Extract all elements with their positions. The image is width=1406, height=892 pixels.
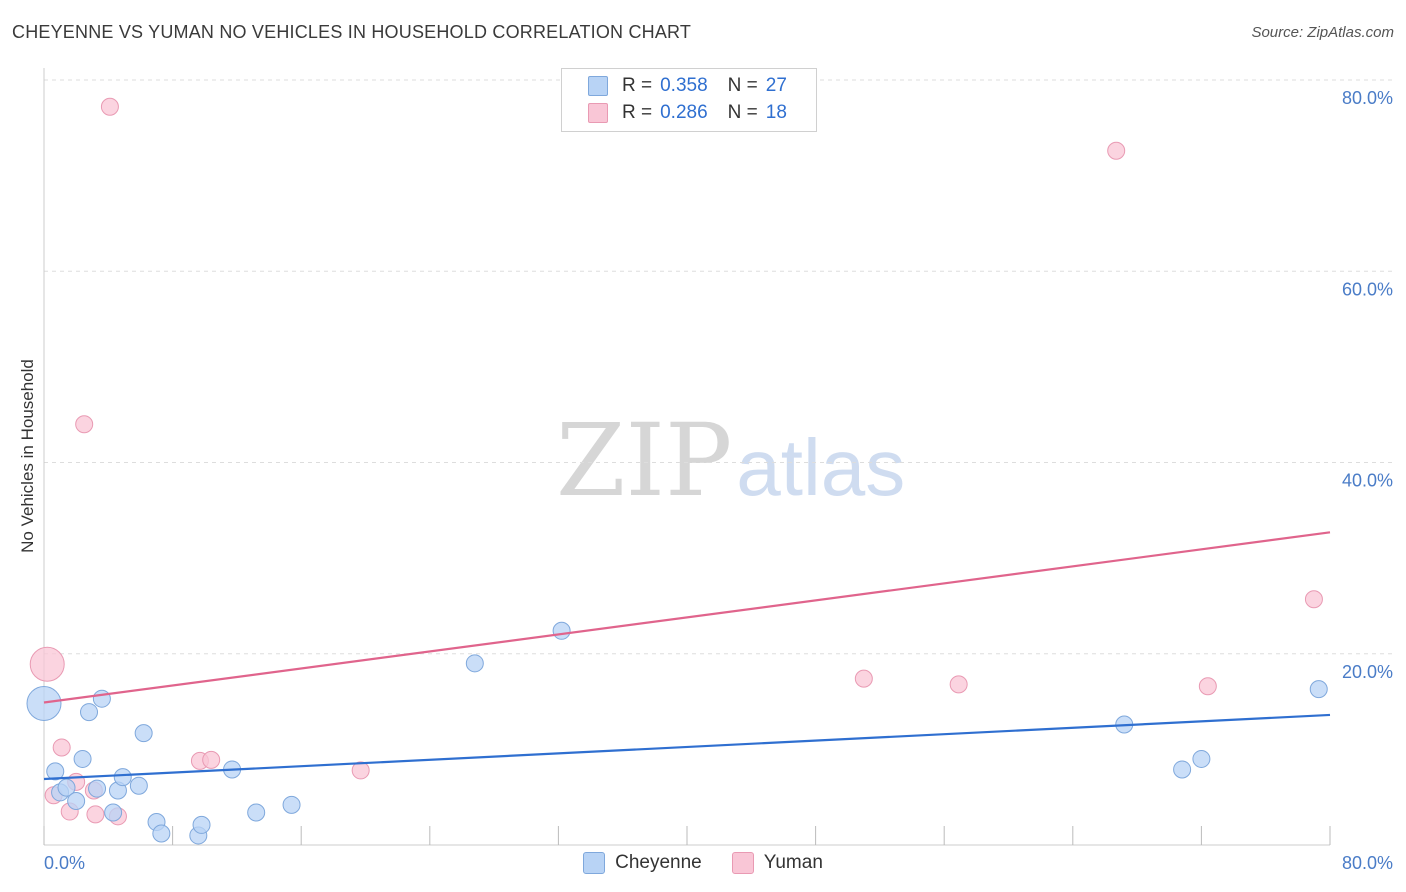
cheyenne-point bbox=[192, 815, 211, 834]
legend-r-label: R = bbox=[622, 75, 653, 96]
y-tick-label: 80.0% bbox=[1342, 88, 1393, 108]
yuman-point bbox=[86, 805, 105, 824]
x-tick-label: 80.0% bbox=[1342, 853, 1393, 873]
watermark-atlas: atlas bbox=[736, 423, 906, 512]
yuman-point bbox=[100, 97, 119, 116]
source-label: Source: ZipAtlas.com bbox=[1251, 24, 1394, 41]
cheyenne-point bbox=[1173, 760, 1192, 779]
axis-layer bbox=[43, 68, 1331, 846]
cheyenne-point bbox=[80, 703, 99, 722]
cheyenne-point bbox=[552, 621, 571, 640]
yuman-point bbox=[75, 415, 94, 434]
legend-row-cheyenne: R = 0.358 N = 27 bbox=[588, 73, 787, 99]
legend-r-value: 0.358 bbox=[660, 75, 708, 96]
cheyenne-point bbox=[67, 792, 86, 811]
legend-item-cheyenne[interactable]: Cheyenne bbox=[583, 852, 702, 874]
legend-row-yuman: R = 0.286 N = 18 bbox=[588, 100, 787, 126]
cheyenne-point bbox=[26, 685, 62, 721]
chart-title: CHEYENNE VS YUMAN NO VEHICLES IN HOUSEHO… bbox=[12, 22, 692, 42]
yuman-point bbox=[351, 761, 370, 780]
cheyenne-point bbox=[152, 824, 171, 843]
legend-item-yuman[interactable]: Yuman bbox=[731, 852, 823, 874]
tick-labels: 20.0% 40.0% 60.0% 80.0% 0.0% 80.0% bbox=[44, 88, 1393, 873]
yuman-point bbox=[1107, 141, 1126, 160]
yuman-point bbox=[1198, 677, 1217, 696]
cheyenne-trend-line bbox=[43, 713, 1331, 781]
yuman-point bbox=[854, 669, 873, 688]
yuman-swatch bbox=[588, 103, 608, 123]
cheyenne-point bbox=[1309, 680, 1328, 699]
x-tick-label: 0.0% bbox=[44, 853, 85, 873]
watermark: ZIPatlas bbox=[556, 402, 905, 519]
cheyenne-points bbox=[26, 621, 1328, 845]
y-tick-label: 60.0% bbox=[1342, 279, 1393, 299]
legend-n-value: 18 bbox=[765, 102, 787, 123]
yuman-point bbox=[1304, 590, 1323, 609]
cheyenne-point bbox=[46, 762, 65, 781]
legend-n-label: N = bbox=[727, 75, 758, 96]
cheyenne-point bbox=[104, 803, 123, 822]
yuman-point bbox=[202, 750, 221, 769]
cheyenne-point bbox=[73, 749, 92, 768]
legend-n-label: N = bbox=[727, 102, 758, 123]
yuman-legend-swatch bbox=[731, 852, 754, 874]
yuman-point bbox=[29, 646, 65, 682]
legend-r-value: 0.286 bbox=[660, 102, 708, 123]
cheyenne-legend-swatch bbox=[583, 852, 606, 874]
series-legend: Cheyenne Yuman bbox=[0, 852, 1406, 874]
yuman-point bbox=[949, 675, 968, 694]
cheyenne-point bbox=[129, 776, 148, 795]
cheyenne-point bbox=[88, 779, 107, 798]
stats-legend: R = 0.358 N = 27 R = 0.286 N = 18 bbox=[561, 68, 817, 132]
cheyenne-swatch bbox=[588, 76, 608, 96]
watermark-zip: ZIP bbox=[556, 402, 733, 519]
cheyenne-point bbox=[113, 768, 132, 787]
cheyenne-point bbox=[92, 689, 111, 708]
cheyenne-point bbox=[247, 803, 266, 822]
y-tick-label: 20.0% bbox=[1342, 662, 1393, 682]
yuman-point bbox=[52, 738, 71, 757]
cheyenne-point bbox=[1192, 749, 1211, 768]
cheyenne-point bbox=[57, 778, 76, 797]
legend-n-value: 27 bbox=[765, 75, 787, 96]
legend-r-label: R = bbox=[622, 102, 653, 123]
legend-label-yuman: Yuman bbox=[763, 852, 823, 873]
cheyenne-point bbox=[465, 654, 484, 673]
legend-label-cheyenne: Cheyenne bbox=[615, 852, 702, 873]
y-tick-label: 40.0% bbox=[1342, 471, 1393, 491]
cheyenne-point bbox=[134, 724, 153, 743]
cheyenne-point bbox=[282, 795, 301, 814]
trend-layer bbox=[43, 531, 1331, 781]
grid-layer bbox=[44, 79, 1392, 655]
yuman-trend-line bbox=[43, 531, 1331, 704]
yuman-points bbox=[29, 97, 1323, 826]
